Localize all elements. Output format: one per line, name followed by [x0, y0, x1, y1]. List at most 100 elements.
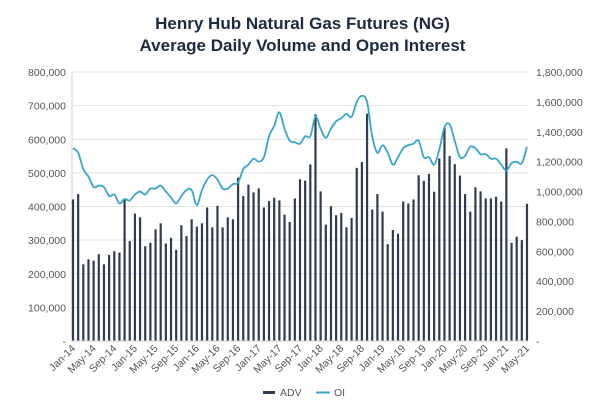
- adv-bar: [319, 191, 322, 341]
- adv-bar: [154, 229, 157, 341]
- adv-bar: [185, 236, 188, 341]
- adv-bar: [97, 254, 100, 341]
- adv-bar: [304, 180, 307, 341]
- adv-bar: [144, 246, 147, 341]
- adv-bar: [422, 180, 425, 341]
- adv-bar: [309, 164, 312, 341]
- adv-bar: [262, 207, 265, 341]
- adv-bar: [175, 249, 178, 341]
- adv-bar: [376, 194, 379, 341]
- adv-bar: [438, 158, 441, 341]
- adv-bar: [371, 209, 374, 341]
- adv-bar: [82, 264, 85, 341]
- adv-bar: [288, 221, 291, 341]
- adv-bar: [489, 198, 492, 341]
- adv-bar: [118, 252, 121, 341]
- chart-subtitle: Average Daily Volume and Open Interest: [139, 36, 466, 55]
- adv-bar: [412, 199, 415, 341]
- adv-bar: [283, 214, 286, 341]
- adv-bar: [500, 201, 503, 341]
- adv-bar: [180, 225, 183, 341]
- adv-bar: [113, 251, 116, 341]
- adv-bar: [231, 219, 235, 341]
- adv-bar: [236, 177, 240, 341]
- adv-bar: [360, 162, 364, 341]
- adv-bar: [433, 191, 436, 341]
- adv-bar: [195, 226, 198, 341]
- adv-bar: [293, 198, 296, 341]
- adv-bar: [128, 241, 131, 341]
- adv-bar: [108, 254, 111, 341]
- adv-bar: [226, 217, 229, 341]
- adv-bar: [314, 114, 317, 342]
- adv-bar: [324, 224, 327, 341]
- adv-bar: [242, 196, 245, 341]
- adv-bar: [138, 217, 142, 341]
- left-axis-tick: 400,000: [28, 202, 66, 214]
- oi-line: [72, 94, 528, 206]
- adv-bar: [396, 233, 400, 341]
- left-axis-tick: 800,000: [28, 67, 66, 79]
- adv-bar: [329, 206, 333, 341]
- adv-bar: [365, 113, 369, 341]
- adv-bar: [386, 244, 389, 341]
- adv-bar: [123, 198, 126, 341]
- adv-bar: [469, 211, 472, 341]
- adv-bar: [335, 215, 338, 341]
- right-axis-tick: 1,000,000: [536, 187, 583, 199]
- left-axis-tick: 300,000: [28, 235, 66, 247]
- adv-bar: [190, 219, 193, 341]
- adv-bar: [92, 260, 95, 341]
- adv-bar: [402, 201, 405, 341]
- left-axis-tick: -: [63, 336, 67, 348]
- legend-adv-swatch: [263, 391, 275, 394]
- right-axis-tick: 1,600,000: [536, 97, 583, 109]
- legend-adv-label: ADV: [280, 387, 302, 399]
- adv-bar: [453, 164, 456, 341]
- chart-title: Henry Hub Natural Gas Futures (NG): [155, 14, 450, 33]
- adv-bar: [448, 156, 451, 341]
- left-axis-tick: 200,000: [28, 269, 66, 281]
- adv-bar: [267, 201, 271, 341]
- adv-bar: [458, 175, 462, 341]
- adv-bar: [257, 188, 260, 341]
- adv-bar: [211, 227, 214, 341]
- right-axis-tick: 1,400,000: [536, 127, 583, 139]
- adv-bar: [510, 242, 513, 341]
- adv-bar: [417, 175, 420, 341]
- adv-bar: [391, 230, 394, 341]
- left-axis-tick: 500,000: [28, 168, 66, 180]
- adv-bar: [87, 259, 90, 341]
- adv-bar: [407, 203, 410, 341]
- adv-bar: [355, 167, 358, 341]
- adv-bar: [221, 227, 224, 341]
- adv-bar: [159, 223, 162, 341]
- adv-bar: [484, 198, 487, 341]
- adv-bar: [247, 184, 250, 341]
- adv-bar: [381, 211, 384, 341]
- adv-bar: [520, 240, 523, 341]
- left-axis-tick: 700,000: [28, 101, 66, 113]
- left-axis-tick: 100,000: [28, 302, 66, 314]
- adv-bar: [71, 199, 75, 341]
- right-axis-tick: 400,000: [536, 276, 574, 288]
- right-axis-tick: 1,800,000: [536, 67, 583, 79]
- adv-bar: [169, 237, 173, 341]
- adv-bar: [463, 194, 467, 341]
- left-axis-tick: 600,000: [28, 134, 66, 146]
- adv-bar: [494, 196, 498, 341]
- adv-bar: [252, 192, 255, 341]
- right-axis-tick: 1,200,000: [536, 157, 583, 169]
- adv-bar: [206, 207, 209, 341]
- right-axis-tick: -: [536, 336, 540, 348]
- adv-bar: [133, 213, 137, 341]
- adv-bar: [479, 191, 482, 341]
- adv-bar: [200, 223, 204, 341]
- adv-bar: [474, 187, 477, 341]
- adv-bar: [77, 194, 80, 341]
- adv-bar: [298, 179, 302, 341]
- adv-bar: [340, 212, 343, 341]
- right-axis-tick: 600,000: [536, 246, 574, 258]
- adv-bar: [102, 264, 106, 341]
